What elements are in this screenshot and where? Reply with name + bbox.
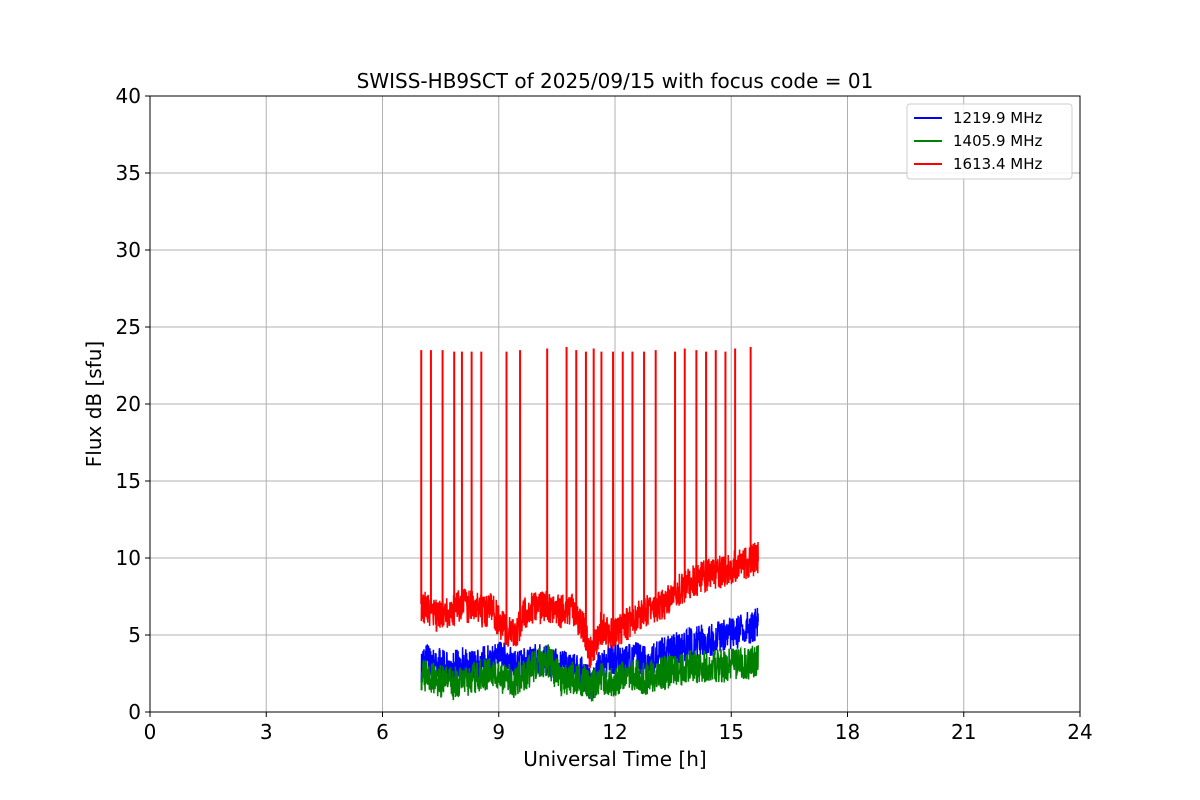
y-tick-label: 20: [116, 392, 141, 416]
x-tick-label: 15: [719, 720, 744, 744]
series-line: [420, 541, 759, 669]
y-axis-ticks: 0 5 10 15 20 25 30 35 40: [116, 84, 150, 724]
x-tick-label: 3: [260, 720, 273, 744]
legend: 1219.9 MHz 1405.9 MHz 1613.4 MHz: [906, 103, 1073, 180]
x-tick-label: 12: [602, 720, 627, 744]
spike-group: [420, 347, 752, 651]
legend-label: 1405.9 MHz: [953, 132, 1042, 150]
series-1: [420, 644, 759, 703]
series-lines: [420, 347, 759, 703]
x-axis-ticks: 0 3 6 9 12 15 18 21 24: [144, 712, 1093, 744]
legend-box: [906, 103, 1073, 180]
legend-item: 1405.9 MHz: [914, 132, 1042, 150]
legend-item: 1219.9 MHz: [914, 109, 1042, 127]
y-tick-label: 15: [116, 469, 141, 493]
x-tick-label: 0: [144, 720, 157, 744]
legend-item: 1613.4 MHz: [914, 155, 1042, 173]
x-tick-label: 9: [492, 720, 505, 744]
y-tick-label: 35: [116, 161, 141, 185]
series-2: [420, 541, 759, 669]
y-tick-label: 10: [116, 546, 141, 570]
x-tick-label: 24: [1067, 720, 1092, 744]
y-axis-label: Flux dB [sfu]: [82, 341, 106, 467]
x-axis-label: Universal Time [h]: [523, 747, 706, 771]
y-tick-label: 30: [116, 238, 141, 262]
series-line: [420, 644, 759, 703]
chart-title: SWISS-HB9SCT of 2025/09/15 with focus co…: [357, 69, 874, 93]
legend-label: 1613.4 MHz: [953, 155, 1042, 173]
x-tick-label: 18: [835, 720, 860, 744]
y-tick-label: 40: [116, 84, 141, 108]
legend-label: 1219.9 MHz: [953, 109, 1042, 127]
y-tick-label: 25: [116, 315, 141, 339]
y-tick-label: 0: [128, 700, 141, 724]
x-tick-label: 6: [376, 720, 389, 744]
y-tick-label: 5: [128, 623, 141, 647]
x-tick-label: 21: [951, 720, 976, 744]
